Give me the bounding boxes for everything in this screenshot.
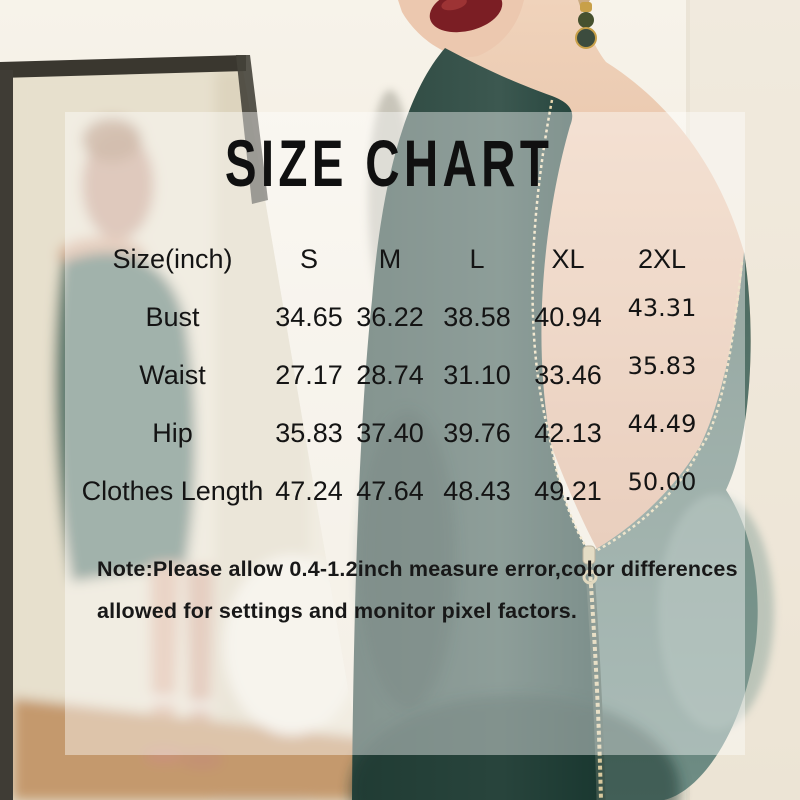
mirror-frame-right <box>236 55 268 204</box>
row-label: Hip <box>152 417 193 448</box>
size-value: 38.58 <box>443 301 511 332</box>
column-header-size-unit: Size(inch) <box>112 243 233 274</box>
reflected-door <box>224 555 360 735</box>
size-value: 35.83 <box>627 352 697 380</box>
zipper-teeth-main <box>587 555 603 800</box>
column-header-l: L <box>469 243 485 274</box>
size-value: 36.22 <box>356 301 424 332</box>
hip-highlight <box>658 494 774 730</box>
table-row-hip: Hip 35.83 37.40 39.76 42.13 44.49 <box>75 404 745 462</box>
page-title: SIZE CHART <box>224 126 554 200</box>
zipper <box>531 99 744 800</box>
size-value: 50.00 <box>627 468 697 496</box>
table-header-row: Size(inch) S M L XL 2XL <box>75 230 745 288</box>
size-value: 35.83 <box>275 417 343 448</box>
table-row-waist: Waist 27.17 28.74 31.10 33.46 35.83 <box>75 346 745 404</box>
zipper-pull <box>582 545 596 565</box>
size-value: 48.43 <box>443 475 511 506</box>
mirror-frame-left <box>0 70 13 800</box>
size-value: 47.24 <box>275 475 343 506</box>
size-value: 27.17 <box>275 359 343 390</box>
row-label: Clothes Length <box>81 475 264 506</box>
size-value: 44.49 <box>627 410 697 438</box>
arm-shadow <box>360 410 456 710</box>
table-row-bust: Bust 34.65 36.22 38.58 40.94 43.31 <box>75 288 745 346</box>
size-value: 42.13 <box>534 417 602 448</box>
column-header-2xl: 2XL <box>637 243 687 274</box>
size-value: 49.21 <box>534 475 602 506</box>
reflected-dress <box>54 252 196 582</box>
note-text: Note:Please allow 0.4-1.2inch measure er… <box>97 548 738 632</box>
info-panel: SIZE CHART Size(inch) S M L XL 2XL Bust … <box>65 112 745 755</box>
zipper-teeth-right <box>591 261 744 555</box>
column-header-s: S <box>299 243 318 274</box>
size-value: 39.76 <box>443 417 511 448</box>
column-header-m: M <box>378 243 402 274</box>
size-value: 40.94 <box>534 301 602 332</box>
row-label: Waist <box>139 359 206 390</box>
reflected-hair <box>82 118 142 162</box>
size-value: 43.31 <box>627 294 697 322</box>
size-value: 28.74 <box>356 359 424 390</box>
size-value: 37.40 <box>356 417 424 448</box>
zipper-teeth-left <box>531 99 591 553</box>
earring <box>575 2 597 49</box>
size-value: 31.10 <box>443 359 511 390</box>
note-line: Note:Please allow 0.4-1.2inch measure er… <box>97 557 738 581</box>
table-row-clothes-length: Clothes Length 47.24 47.64 48.43 49.21 5… <box>75 462 745 520</box>
column-header-xl: XL <box>551 243 585 274</box>
note-line: allowed for settings and monitor pixel f… <box>97 599 578 623</box>
reflected-floor <box>13 698 367 800</box>
lips <box>429 0 503 33</box>
size-table: Size(inch) S M L XL 2XL Bust 34.65 36.22… <box>75 230 745 520</box>
size-value: 34.65 <box>275 301 343 332</box>
zipper-ring <box>582 569 598 585</box>
mirror-frame-top <box>0 55 246 78</box>
size-value: 47.64 <box>356 475 424 506</box>
model <box>350 0 774 800</box>
row-label: Bust <box>145 301 200 332</box>
size-value: 33.46 <box>534 359 602 390</box>
